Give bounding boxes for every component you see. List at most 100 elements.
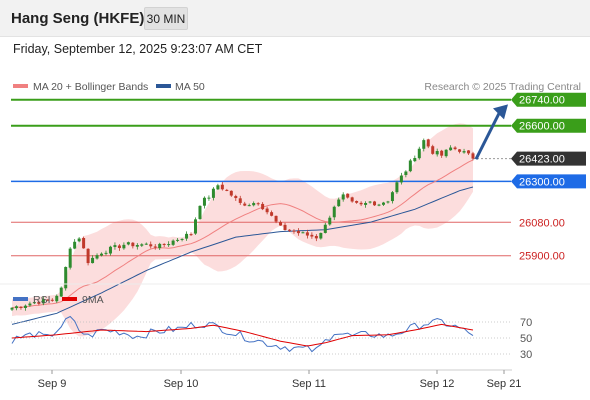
candle-body xyxy=(149,244,153,247)
candle-body xyxy=(59,287,63,297)
candle-body xyxy=(444,149,448,157)
candle xyxy=(471,151,475,161)
candle-body xyxy=(68,248,72,268)
candle-body xyxy=(229,190,233,196)
candle-body xyxy=(314,235,318,239)
candle-body xyxy=(305,232,309,236)
bollinger-band xyxy=(12,123,473,337)
candle-body xyxy=(28,303,32,306)
candle xyxy=(158,242,162,250)
candle xyxy=(10,307,14,312)
candle-body xyxy=(431,146,435,154)
candle-body xyxy=(265,208,269,213)
candle xyxy=(216,183,220,190)
candle xyxy=(328,215,332,226)
rsi-line xyxy=(11,315,474,353)
candle xyxy=(50,298,54,302)
ma20-legend-label: MA 20 + Bollinger Bands xyxy=(33,81,148,93)
rsi-legend-label: RSI xyxy=(33,294,51,306)
candle-body xyxy=(122,244,126,249)
candle xyxy=(207,195,211,201)
candle-body xyxy=(252,203,256,206)
ma50-line xyxy=(11,186,474,325)
candle xyxy=(417,146,421,160)
rsi-ma-legend-swatch xyxy=(62,297,77,301)
timeframe-button[interactable]: 30 MIN xyxy=(144,7,188,30)
level-label-26740.00: 26740.00 xyxy=(519,95,565,107)
candle-body xyxy=(274,215,278,222)
level-label-26080.00: 26080.00 xyxy=(519,217,565,229)
candle-body xyxy=(283,224,287,231)
candle xyxy=(113,242,117,250)
candle-body xyxy=(167,244,171,246)
candle xyxy=(279,220,283,226)
candle-body xyxy=(216,185,220,190)
candle xyxy=(225,188,229,192)
candle-body xyxy=(19,306,23,308)
candle-body xyxy=(117,245,121,249)
candle xyxy=(435,148,439,157)
x-tick-label: Sep 9 xyxy=(38,378,67,390)
candle-body xyxy=(270,212,274,216)
candle xyxy=(64,266,68,291)
candle-body xyxy=(104,252,108,254)
candle-body xyxy=(23,305,27,308)
candle xyxy=(104,250,108,256)
candle-body xyxy=(95,255,99,259)
candle xyxy=(194,217,198,235)
candle xyxy=(37,300,41,306)
candle xyxy=(346,193,350,199)
candle-body xyxy=(225,189,229,191)
candle-body xyxy=(426,139,430,147)
candle xyxy=(381,201,385,207)
candle-body xyxy=(377,204,381,206)
ma20-line xyxy=(11,159,474,309)
candle-body xyxy=(37,301,41,304)
ma50-legend-swatch xyxy=(156,84,171,88)
candle-body xyxy=(368,201,372,203)
candle-body xyxy=(100,253,104,256)
candle xyxy=(301,231,305,234)
candle xyxy=(256,202,260,206)
candle xyxy=(185,231,189,241)
candle-body xyxy=(301,232,305,234)
candle-body xyxy=(135,244,139,247)
candle-body xyxy=(234,196,238,199)
candle-body xyxy=(323,224,327,233)
candle-body xyxy=(185,233,189,239)
candle xyxy=(198,205,202,220)
candle-body xyxy=(55,295,59,302)
candle xyxy=(270,210,274,217)
candle-body xyxy=(341,194,345,200)
candle-body xyxy=(189,234,193,236)
candle xyxy=(408,158,412,173)
candle xyxy=(28,301,32,307)
candle xyxy=(77,237,81,243)
candle-body xyxy=(350,197,354,202)
candle-body xyxy=(82,238,86,249)
candle xyxy=(310,232,314,239)
candle xyxy=(91,255,95,264)
candle xyxy=(359,201,363,207)
candle xyxy=(265,206,269,215)
candle-body xyxy=(86,248,90,264)
candle-body xyxy=(153,246,157,248)
credit-label: Research © 2025 Trading Central xyxy=(424,81,581,93)
candle-body xyxy=(417,148,421,159)
candle-body xyxy=(395,182,399,193)
candle xyxy=(131,242,135,249)
ma50-legend-label: MA 50 xyxy=(175,81,205,93)
candle xyxy=(59,286,63,297)
x-axis: Sep 9 Sep 10 Sep 11 Sep 12 Sep 21 xyxy=(38,370,521,390)
candle xyxy=(404,170,408,178)
candle-body xyxy=(404,171,408,175)
candle xyxy=(444,149,448,158)
candle xyxy=(449,145,453,151)
candle-body xyxy=(364,202,368,205)
candle-body xyxy=(64,266,68,289)
candle xyxy=(386,200,390,204)
rsi-tick-50: 50 xyxy=(520,333,532,345)
candle xyxy=(55,294,59,303)
candle-body xyxy=(355,201,359,203)
candle xyxy=(458,148,462,154)
